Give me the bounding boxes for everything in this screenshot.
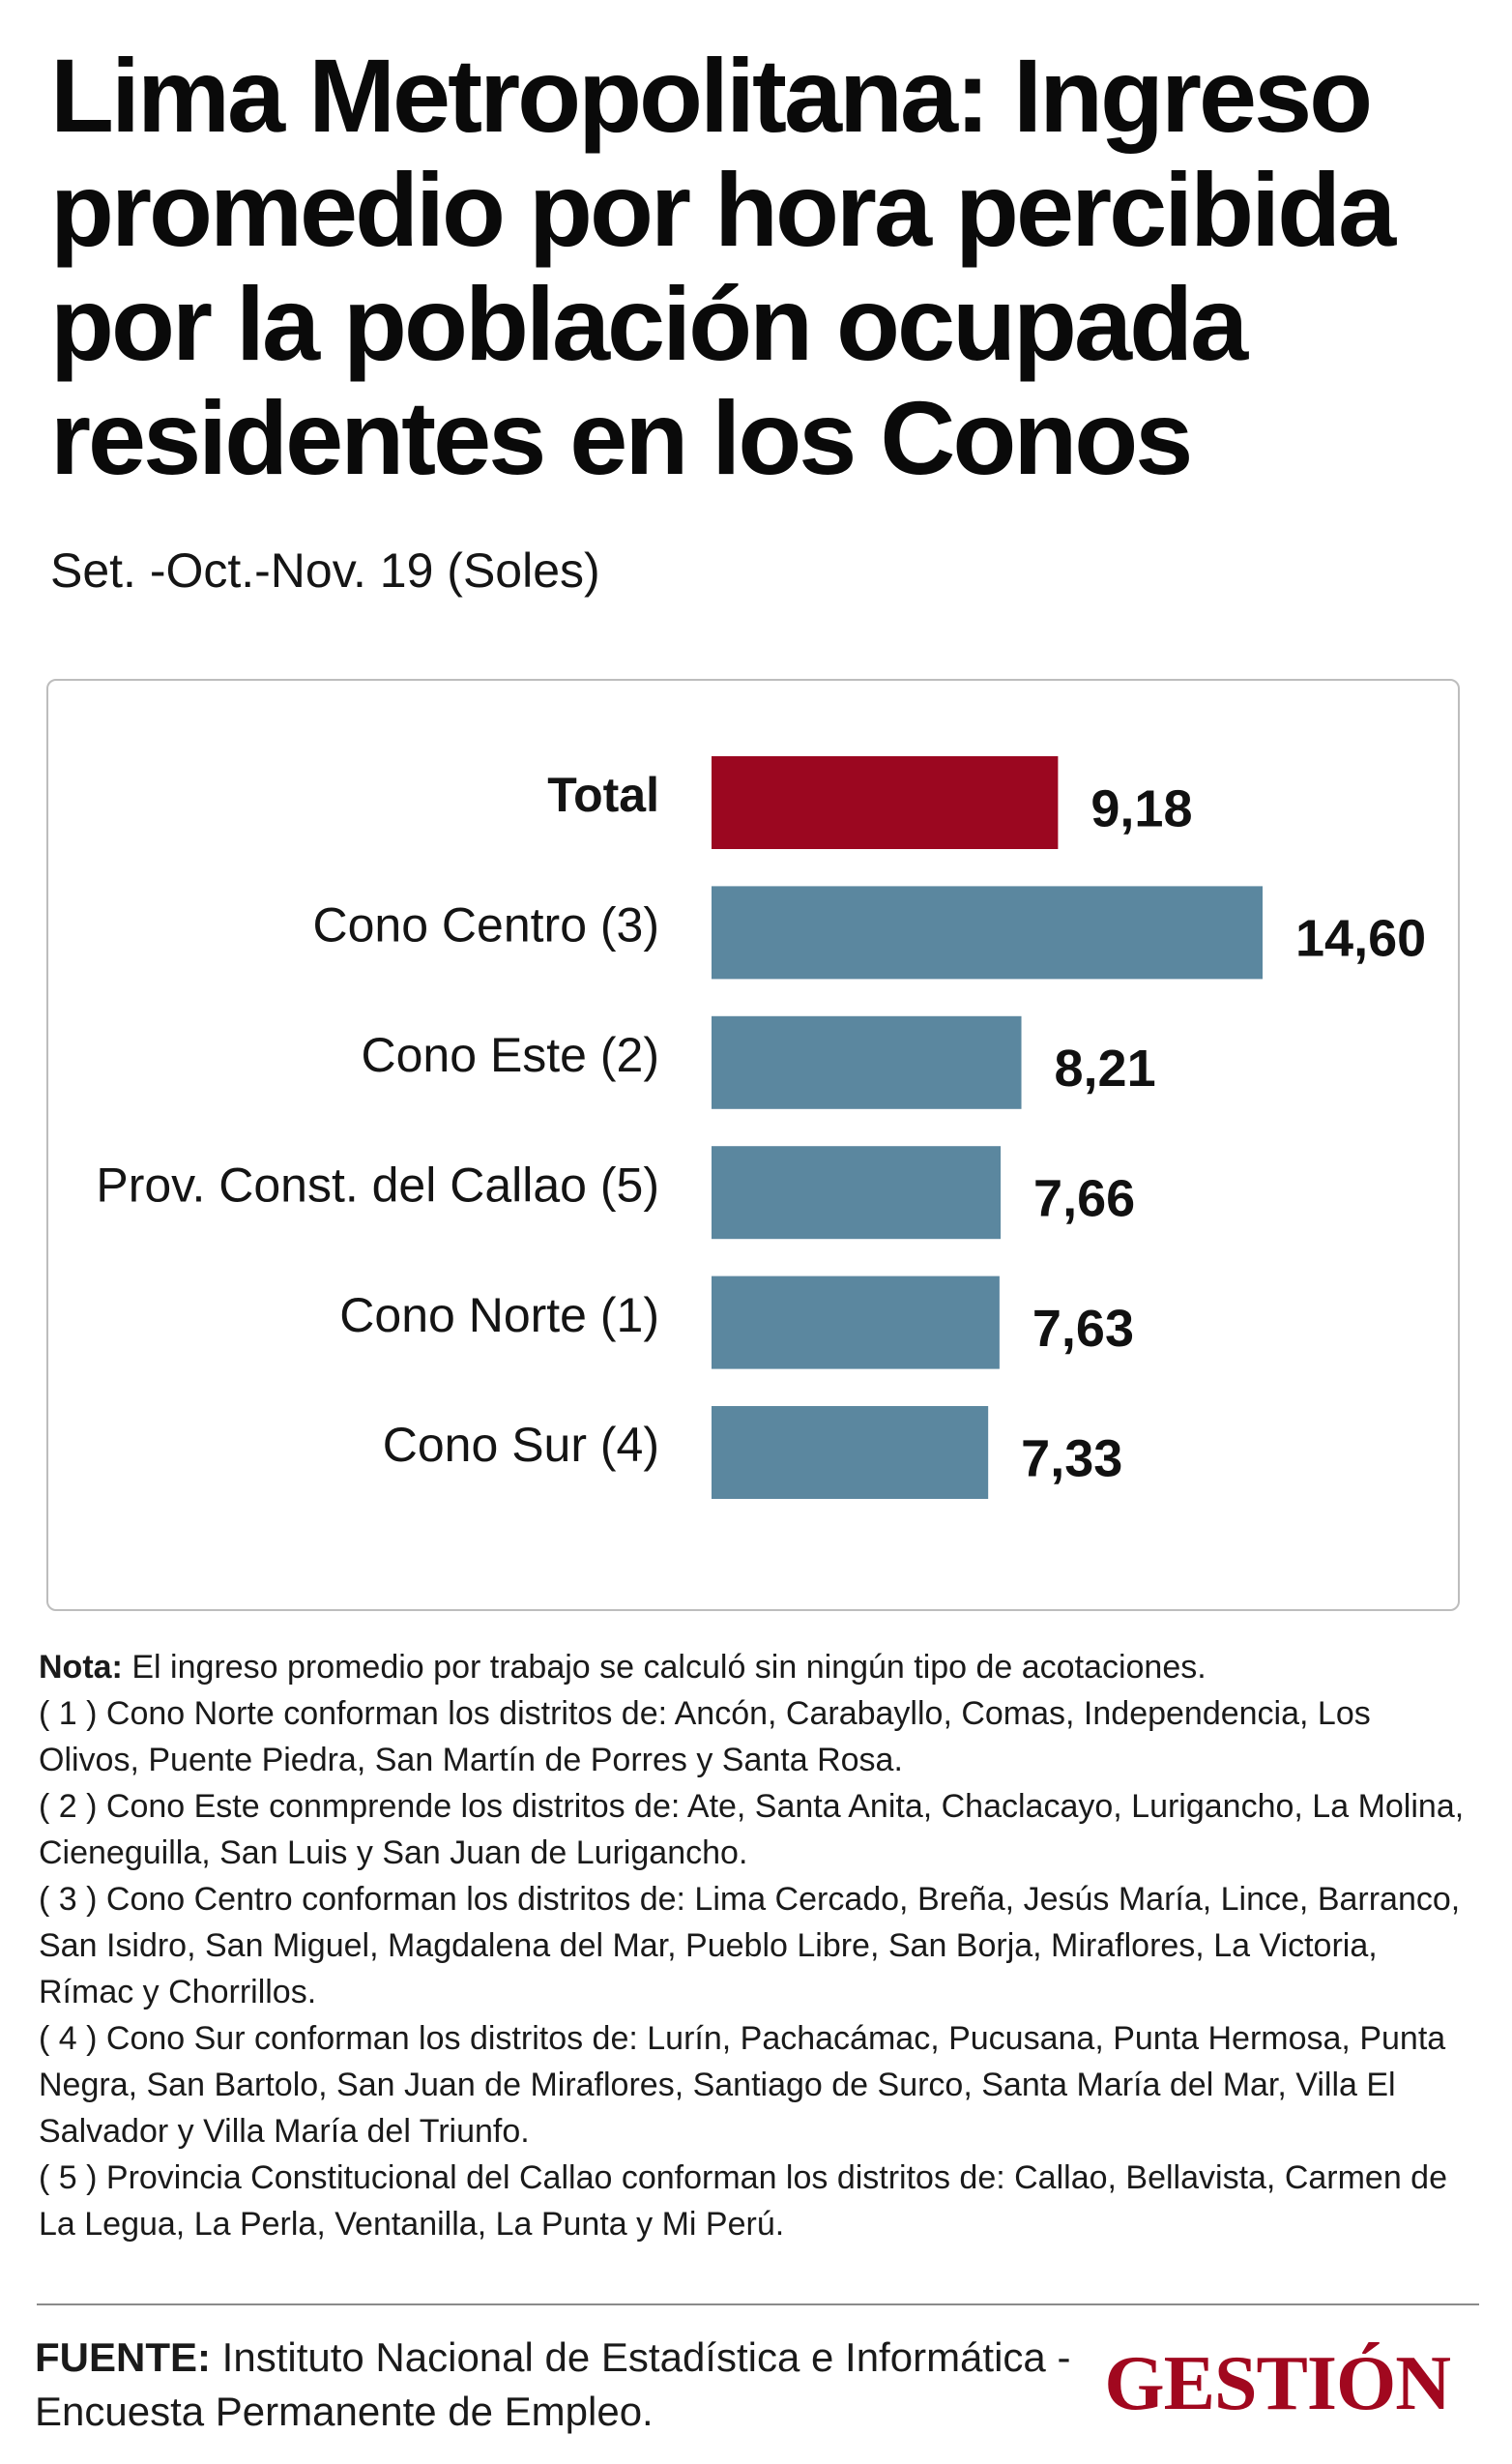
source-text: Instituto Nacional de Estadística e Info…: [35, 2334, 1071, 2434]
category-label: Cono Sur (4): [383, 1418, 659, 1472]
bar-2: [712, 1015, 1022, 1109]
footer-divider: [37, 2303, 1479, 2305]
bar-5: [712, 1406, 989, 1499]
bar-0: [712, 756, 1059, 849]
note-item: ( 4 ) Cono Sur conforman los distritos d…: [39, 2020, 1446, 2150]
note-item: ( 3 ) Cono Centro conforman los distrito…: [39, 1881, 1461, 2010]
note-item: ( 5 ) Provincia Constitucional del Calla…: [39, 2159, 1448, 2243]
chart-subtitle: Set. -Oct.-Nov. 19 (Soles): [50, 543, 600, 598]
category-label: Cono Este (2): [362, 1028, 659, 1082]
category-label: Prov. Const. del Callao (5): [96, 1158, 659, 1212]
bar-3: [712, 1146, 1002, 1240]
chart-title: Lima Metropolitana: Ingreso promedio por…: [50, 37, 1396, 496]
bar-chart: Total 9,18 Cono Centro (3) 14,60 Cono Este (…: [96, 756, 1426, 1499]
notes-section: Nota: El ingreso promedio por trabajo se…: [39, 1644, 1479, 2247]
category-label: Cono Centro (3): [313, 898, 660, 953]
source-credit: FUENTE: Instituto Nacional de Estadístic…: [35, 2331, 1098, 2439]
value-label: 9,18: [1090, 779, 1192, 837]
note-item: ( 1 ) Cono Norte conforman los distritos…: [39, 1695, 1371, 1778]
bar-4: [712, 1276, 1000, 1369]
value-label: 7,33: [1021, 1429, 1122, 1487]
note-label: Nota:: [39, 1649, 123, 1686]
bar-1: [712, 886, 1263, 980]
source-label: FUENTE:: [35, 2334, 211, 2380]
value-label: 7,63: [1032, 1300, 1134, 1358]
value-label: 14,60: [1295, 910, 1426, 968]
value-label: 7,66: [1033, 1169, 1135, 1227]
note-general: Nota: El ingreso promedio por trabajo se…: [39, 1644, 1479, 1690]
note-item: ( 2 ) Cono Este conmprende los distritos…: [39, 1788, 1465, 1871]
gestion-logo: GESTIÓN: [1104, 2341, 1451, 2426]
chart-panel: Total 9,18 Cono Centro (3) 14,60 Cono Este (…: [46, 679, 1460, 1611]
category-label: Cono Norte (1): [339, 1288, 659, 1342]
category-label: Total: [547, 768, 659, 822]
note-text: El ingreso promedio por trabajo se calcu…: [122, 1649, 1207, 1686]
value-label: 8,21: [1055, 1040, 1156, 1098]
